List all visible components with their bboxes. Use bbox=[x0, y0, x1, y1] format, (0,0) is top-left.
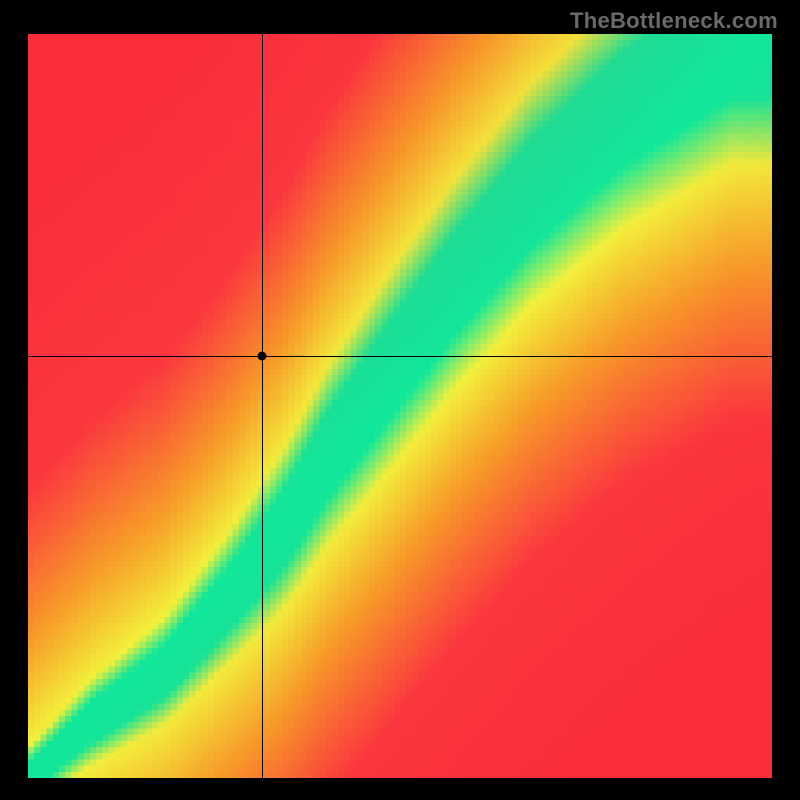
heatmap-plot bbox=[28, 34, 772, 778]
crosshair-vertical bbox=[262, 34, 263, 778]
heatmap-canvas bbox=[28, 34, 772, 778]
watermark-text: TheBottleneck.com bbox=[570, 8, 778, 34]
crosshair-marker bbox=[257, 352, 266, 361]
crosshair-horizontal bbox=[28, 356, 772, 357]
